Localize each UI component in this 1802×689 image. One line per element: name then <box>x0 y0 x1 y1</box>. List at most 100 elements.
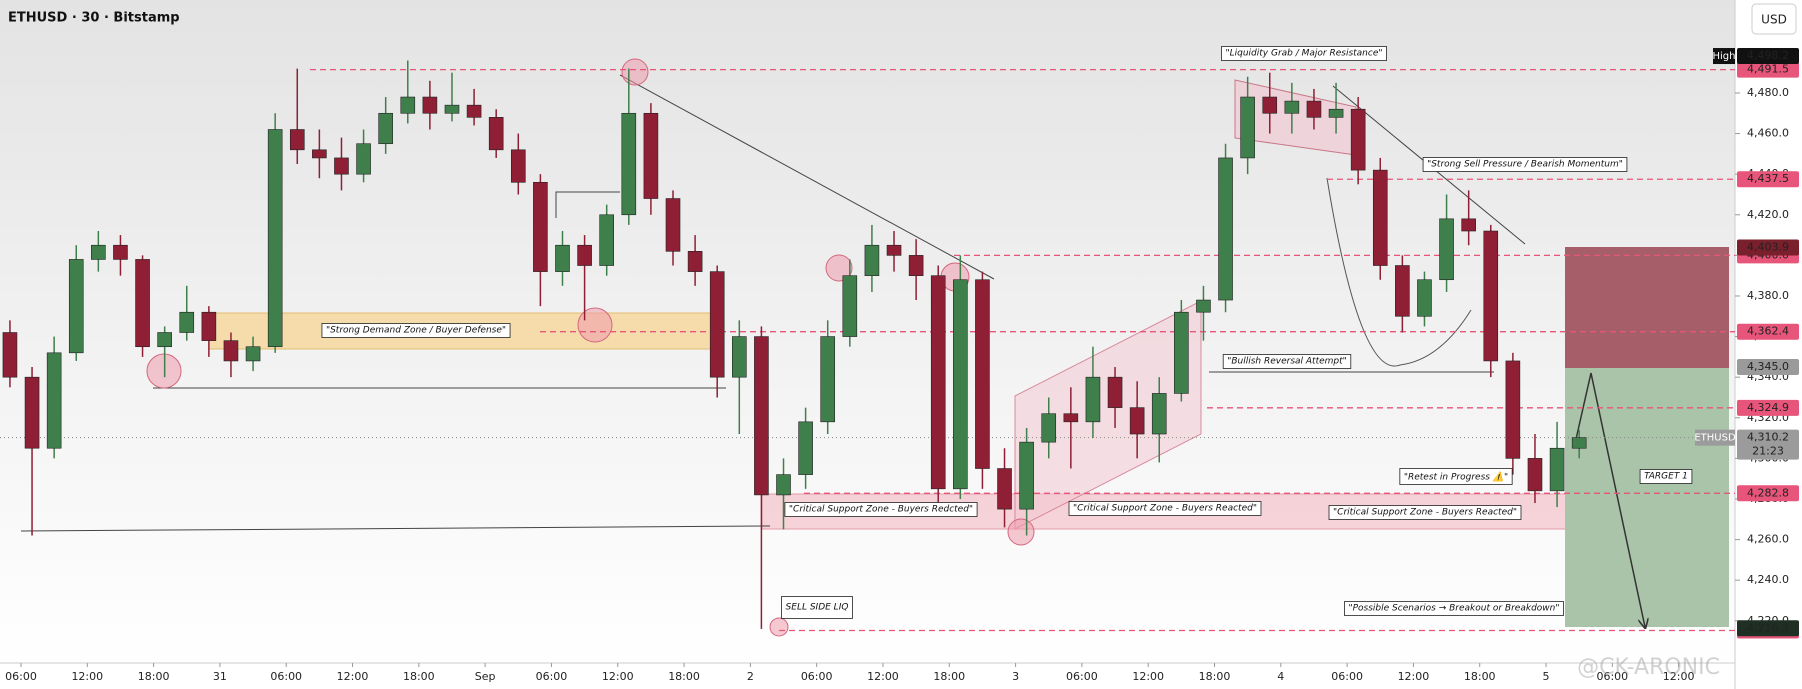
candle-body <box>510 149 526 183</box>
price-marker <box>1737 171 1799 188</box>
candle-body <box>1372 169 1388 266</box>
candle-body <box>1483 230 1499 362</box>
candle-body <box>488 117 504 151</box>
high-tag-label: High <box>1713 51 1736 62</box>
candle-body <box>1107 376 1123 408</box>
candle-body <box>1063 413 1079 423</box>
last-price-label: 4,310.2 <box>1747 431 1789 444</box>
highlight-circle <box>1007 518 1035 546</box>
price-marker-label: 4,324.9 <box>1747 401 1789 414</box>
x-tick-label: 12:00 <box>1663 670 1695 683</box>
candle-body <box>1439 218 1454 281</box>
symbol-tag-label: ETHUSD <box>1694 433 1736 444</box>
rising-channel <box>1014 300 1202 530</box>
trend-line <box>619 74 995 280</box>
annotation: "Critical Support Zone - Buyers Reacted" <box>1333 508 1517 518</box>
currency-button[interactable] <box>1751 3 1797 35</box>
high-tag <box>1713 48 1735 65</box>
candle-body <box>1041 413 1057 443</box>
annotation-box <box>1328 505 1522 520</box>
candle-body <box>533 181 548 272</box>
x-tick-label: 4 <box>1277 670 1284 683</box>
scenario-arrow <box>1573 372 1645 627</box>
candle-body <box>1085 376 1101 423</box>
candle-body <box>312 149 327 159</box>
annotation: SELL SIDE LIQ <box>786 603 849 613</box>
x-tick-label: 12:00 <box>867 670 899 683</box>
highlight-circle <box>769 617 789 637</box>
candle-body <box>444 104 460 114</box>
candle-body <box>46 352 62 449</box>
candle-body <box>1151 393 1167 435</box>
x-tick-label: 06:00 <box>801 670 833 683</box>
candle-body <box>113 244 128 260</box>
candle-body <box>1350 108 1366 171</box>
stop-zone <box>1565 247 1729 368</box>
x-tick-label: 18:00 <box>403 670 435 683</box>
candle-body <box>1262 96 1278 114</box>
candle-body <box>1174 311 1189 394</box>
annotation: TARGET 1 <box>1644 472 1688 482</box>
candle-body <box>201 311 217 341</box>
annotation: "Retest in Progress ⚠️" <box>1404 471 1508 483</box>
candle-body <box>599 214 614 266</box>
price-marker-label: 4,282.8 <box>1747 486 1789 499</box>
annotation: "Strong Sell Pressure / Bearish Momentum… <box>1427 160 1623 170</box>
candle-body <box>665 198 681 252</box>
x-tick-label: 18:00 <box>933 670 965 683</box>
x-tick-label: Sep <box>475 670 496 683</box>
candle-body <box>1284 100 1300 114</box>
candle-body <box>2 332 18 378</box>
price-marker-label: 4,491.5 <box>1747 63 1789 76</box>
y-tick-label: 4,420.0 <box>1747 208 1789 221</box>
candle-body <box>555 244 570 272</box>
candle-body <box>1417 279 1432 317</box>
candle-body <box>1306 100 1322 118</box>
candle-body <box>179 311 195 333</box>
annotation: "Liquidity Grab / Major Resistance" <box>1225 49 1382 59</box>
price-marker <box>1737 620 1799 637</box>
x-tick-label: 12:00 <box>71 670 103 683</box>
candle-body <box>289 129 305 151</box>
currency-label[interactable]: USD <box>1761 13 1787 27</box>
x-tick-label: 06:00 <box>536 670 568 683</box>
high-marker <box>1737 48 1799 65</box>
candle-body <box>709 271 725 378</box>
candle-body <box>68 259 84 354</box>
y-tick-label: 4,460.0 <box>1747 127 1789 140</box>
x-tick-label: 18:00 <box>138 670 170 683</box>
candle-body <box>91 244 106 260</box>
annotation: "Strong Demand Zone / Buyer Defense" <box>326 326 506 336</box>
candle-body <box>577 244 592 266</box>
candle-body <box>1395 265 1410 317</box>
price-marker-label: 4,437.5 <box>1747 172 1789 185</box>
annotation-box <box>1399 468 1513 485</box>
price-marker-label: 4,345.0 <box>1747 360 1789 373</box>
x-tick-label: 31 <box>213 670 227 683</box>
axes: 4,220.04,240.04,260.04,280.04,300.04,320… <box>5 48 1799 683</box>
candle-body <box>267 129 283 348</box>
range-line <box>555 191 620 218</box>
watermark: @CK-ARONIC <box>1577 655 1720 680</box>
annotation-box <box>1221 46 1387 61</box>
rounding-curve <box>1326 177 1472 367</box>
candle-body <box>245 346 261 362</box>
x-tick-label: 06:00 <box>270 670 302 683</box>
x-tick-label: 2 <box>747 670 754 683</box>
x-tick-label: 18:00 <box>668 670 700 683</box>
price-marker <box>1737 323 1799 340</box>
candle-body <box>687 251 703 272</box>
x-tick-label: 18:00 <box>1199 670 1231 683</box>
candle-body <box>1549 447 1565 492</box>
candle-body <box>732 336 747 378</box>
annotation-box <box>784 502 978 517</box>
price-marker-label: 4,362.4 <box>1747 325 1789 338</box>
y-tick-label: 4,260.0 <box>1747 533 1789 546</box>
candle-body <box>754 336 769 496</box>
candle-body <box>466 104 482 118</box>
annotation-box <box>1222 354 1352 369</box>
symbol-tag <box>1695 429 1735 446</box>
candle-body <box>1129 407 1145 435</box>
annotation: "Critical Support Zone - Buyers Reacted" <box>1073 504 1257 514</box>
candle-body <box>356 143 371 175</box>
